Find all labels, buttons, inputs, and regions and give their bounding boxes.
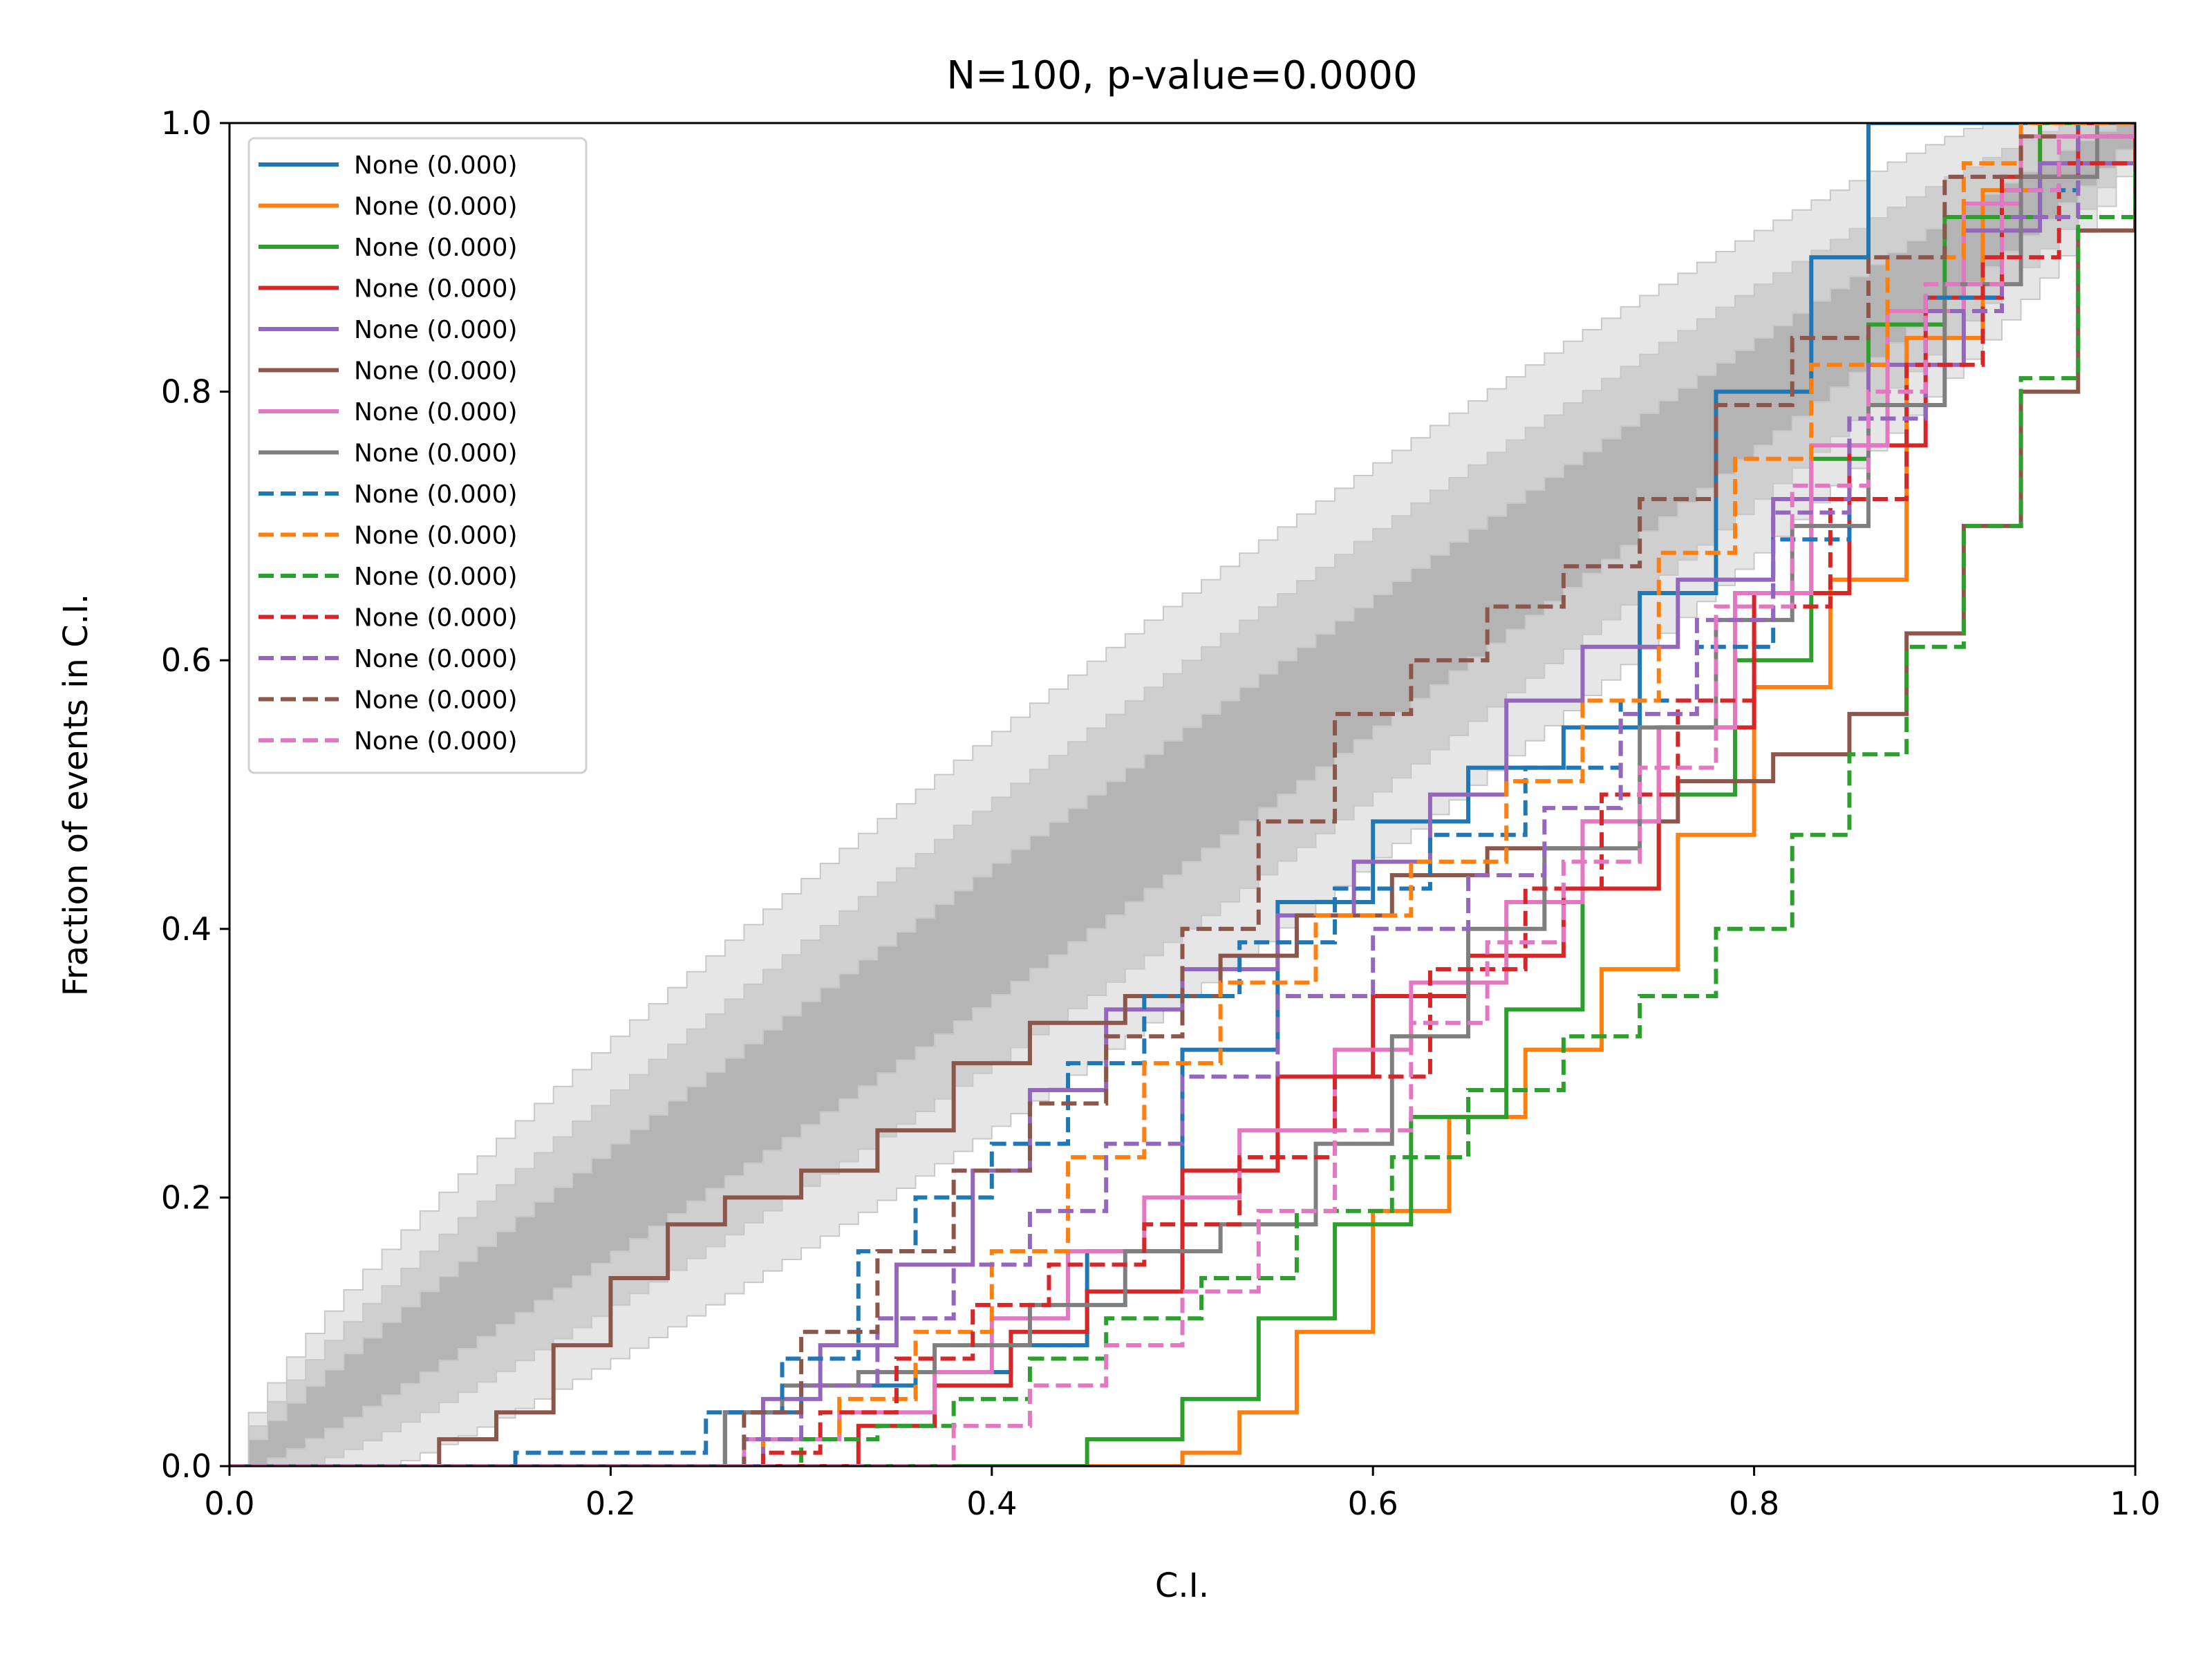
- series-line: [229, 123, 2135, 1466]
- x-tick-label: 0.0: [204, 1485, 254, 1522]
- series-line: [229, 123, 2135, 1466]
- x-tick-label: 0.6: [1348, 1485, 1398, 1522]
- legend-label: None (0.000): [354, 357, 518, 386]
- x-tick-label: 1.0: [2110, 1485, 2160, 1522]
- y-axis-label: Fraction of events in C.I.: [57, 594, 95, 997]
- y-tick-label: 0.2: [161, 1179, 212, 1216]
- legend-label: None (0.000): [354, 480, 518, 509]
- series-line: [229, 123, 2135, 1466]
- legend-label: None (0.000): [354, 193, 518, 221]
- series-line: [229, 123, 2135, 1466]
- series-lines: [229, 123, 2135, 1466]
- series-line: [229, 123, 2135, 1466]
- legend-label: None (0.000): [354, 440, 518, 468]
- legend-label: None (0.000): [354, 275, 518, 303]
- y-axis-ticks: 0.0 0.2 0.4 0.6 0.8 1.0: [161, 104, 229, 1485]
- legend-label: None (0.000): [354, 686, 518, 715]
- plot-frame: [228, 122, 2137, 1468]
- y-tick-label: 1.0: [161, 104, 212, 142]
- legend-label: None (0.000): [354, 316, 518, 344]
- series-line: [229, 123, 2135, 1466]
- x-tick-label: 0.4: [966, 1485, 1017, 1522]
- legend-label: None (0.000): [354, 604, 518, 632]
- legend-label: None (0.000): [354, 563, 518, 591]
- legend: None (0.000) None (0.000) None (0.000) None…: [247, 137, 588, 774]
- legend-label: None (0.000): [354, 522, 518, 550]
- series-line: [229, 123, 2135, 1466]
- legend-label: None (0.000): [354, 151, 518, 180]
- y-tick-label: 0.8: [161, 373, 212, 411]
- x-axis-ticks: 0.0 0.2 0.4 0.6 0.8 1.0: [204, 1466, 2161, 1522]
- legend-label: None (0.000): [354, 645, 518, 673]
- y-tick-label: 0.4: [161, 910, 212, 948]
- x-axis-label: C.I.: [1155, 1566, 1209, 1605]
- legend-label: None (0.000): [354, 398, 518, 427]
- legend-label: None (0.000): [354, 234, 518, 262]
- x-tick-label: 0.8: [1729, 1485, 1779, 1522]
- y-tick-label: 0.6: [161, 641, 212, 679]
- chart-title: N=100, p-value=0.0000: [946, 53, 1417, 98]
- series-line: [229, 123, 2135, 1466]
- series-line: [229, 123, 2135, 1466]
- legend-label: None (0.000): [354, 727, 518, 756]
- confidence-band: [229, 123, 2135, 1466]
- confidence-bands: [229, 123, 2135, 1466]
- x-tick-label: 0.2: [585, 1485, 636, 1522]
- y-tick-label: 0.0: [161, 1447, 212, 1485]
- legend-box: [247, 137, 588, 774]
